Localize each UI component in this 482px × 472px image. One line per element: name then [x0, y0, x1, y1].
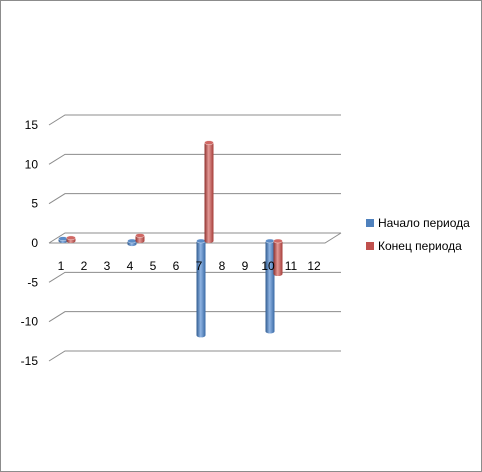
bar-top-cap [58, 236, 68, 241]
legend-label: Конец периода [378, 239, 462, 253]
bar-top-cap [135, 233, 145, 238]
x-axis-tick-labels: 1 2 3 4 5 6 7 8 9 10 11 12 [58, 259, 321, 273]
bars [58, 140, 283, 338]
x-tick-label: 2 [81, 259, 88, 273]
y-tick-label: 10 [25, 157, 39, 171]
bar-body [196, 241, 206, 336]
legend-swatch [366, 242, 374, 250]
bar-bottom-cap [196, 333, 206, 338]
x-tick-label: 7 [196, 259, 203, 273]
bar-top-cap [265, 238, 275, 244]
y-axis-tick-labels: 15 10 5 0 -5 -10 -15 [21, 118, 39, 368]
bar [204, 140, 214, 243]
y-tick-label: 5 [31, 197, 38, 211]
bar-body [204, 142, 214, 241]
bar [196, 238, 206, 338]
x-tick-label: 9 [242, 259, 249, 273]
x-tick-label: 4 [127, 259, 134, 273]
bar [127, 238, 137, 247]
x-tick-label: 10 [261, 259, 275, 273]
y-tick-label: -15 [21, 354, 39, 368]
bar-bottom-cap [204, 239, 214, 243]
bar-bottom-cap [273, 272, 283, 277]
x-tick-label: 11 [285, 259, 298, 273]
x-tick-label: 8 [219, 259, 226, 273]
bar-top-cap [196, 238, 206, 244]
gridline [48, 193, 341, 205]
bar-bottom-cap [135, 239, 145, 243]
x-tick-label: 1 [58, 259, 65, 273]
bar-bottom-cap [127, 242, 137, 247]
floor-edge [49, 232, 342, 244]
bar [273, 238, 283, 277]
x-tick-label: 6 [173, 259, 180, 273]
bar [66, 235, 76, 243]
y-tick-label: -5 [27, 275, 38, 289]
bar [58, 236, 68, 243]
x-tick-label: 5 [150, 259, 157, 273]
legend-label: Начало периода [378, 216, 470, 230]
legend-swatch [366, 219, 374, 227]
y-tick-label: -10 [21, 315, 39, 329]
bar-bottom-cap [66, 239, 76, 243]
gridlines [48, 114, 342, 362]
bar [135, 233, 145, 243]
bar-top-cap [66, 235, 76, 241]
bar-top-cap [127, 238, 137, 244]
gridline [48, 232, 341, 244]
bar-bottom-cap [265, 329, 275, 334]
gridline [48, 153, 341, 165]
bar-body [135, 235, 145, 241]
legend: Начало периода Конец периода [366, 216, 470, 253]
bar [265, 238, 275, 334]
bar-top-cap [204, 140, 214, 145]
bar-top-cap [273, 238, 283, 244]
y-tick-label: 0 [31, 236, 38, 250]
gridline [48, 271, 341, 283]
x-tick-label: 3 [104, 259, 111, 273]
bar-body [273, 241, 283, 275]
gridline [48, 311, 341, 323]
x-tick-label: 12 [307, 259, 321, 273]
bar-body [265, 241, 275, 332]
gridline [48, 114, 341, 126]
y-tick-label: 15 [25, 118, 39, 132]
gridline [48, 350, 341, 362]
